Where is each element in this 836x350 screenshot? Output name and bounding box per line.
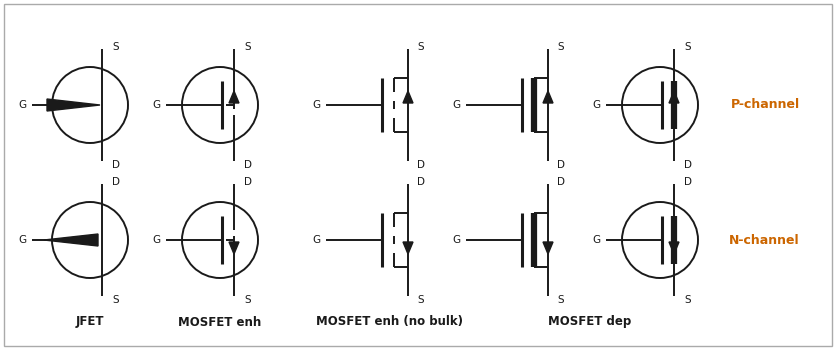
Text: D: D [684, 160, 692, 170]
Text: MOSFET enh: MOSFET enh [178, 315, 262, 329]
Polygon shape [44, 234, 98, 246]
Text: D: D [244, 177, 252, 187]
Text: P-channel: P-channel [731, 98, 800, 112]
Text: S: S [245, 295, 252, 305]
Text: G: G [452, 235, 460, 245]
Text: S: S [558, 295, 564, 305]
Text: G: G [152, 100, 160, 110]
Text: S: S [418, 42, 425, 52]
Text: D: D [684, 177, 692, 187]
Polygon shape [47, 99, 100, 111]
Polygon shape [229, 91, 239, 103]
Text: S: S [685, 295, 691, 305]
Text: D: D [244, 160, 252, 170]
Polygon shape [403, 91, 413, 103]
Text: G: G [312, 100, 320, 110]
Text: G: G [18, 235, 26, 245]
Text: S: S [418, 295, 425, 305]
Text: G: G [592, 235, 600, 245]
Polygon shape [403, 242, 413, 254]
Text: D: D [112, 160, 120, 170]
Text: G: G [452, 100, 460, 110]
Polygon shape [669, 91, 679, 103]
Polygon shape [669, 242, 679, 254]
Text: D: D [557, 160, 565, 170]
Text: S: S [113, 42, 120, 52]
Text: G: G [312, 235, 320, 245]
Text: S: S [685, 42, 691, 52]
Text: N-channel: N-channel [729, 233, 800, 246]
Text: S: S [113, 295, 120, 305]
Text: D: D [417, 160, 425, 170]
Text: D: D [417, 177, 425, 187]
Text: D: D [557, 177, 565, 187]
Text: MOSFET dep: MOSFET dep [548, 315, 632, 329]
Text: G: G [152, 235, 160, 245]
Polygon shape [229, 242, 239, 254]
Text: G: G [592, 100, 600, 110]
Polygon shape [543, 242, 553, 254]
Polygon shape [543, 91, 553, 103]
Text: JFET: JFET [76, 315, 104, 329]
Text: S: S [245, 42, 252, 52]
Text: G: G [18, 100, 26, 110]
Text: D: D [112, 177, 120, 187]
Text: S: S [558, 42, 564, 52]
Text: MOSFET enh (no bulk): MOSFET enh (no bulk) [317, 315, 463, 329]
